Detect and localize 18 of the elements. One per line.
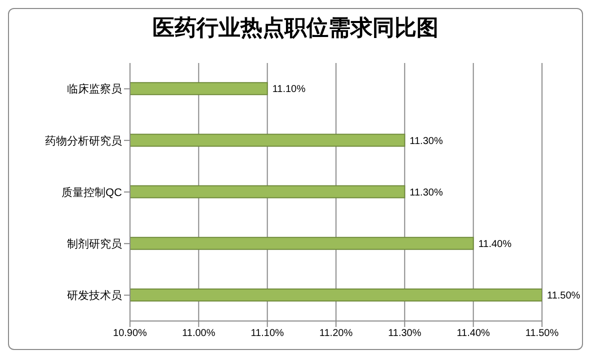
data-label: 11.10% xyxy=(272,84,306,96)
x-tick-label: 11.40% xyxy=(456,328,490,340)
x-tick-label: 11.50% xyxy=(525,328,559,340)
x-tick-label: 11.00% xyxy=(182,328,216,340)
data-label: 11.50% xyxy=(547,290,580,302)
data-label: 11.30% xyxy=(410,136,443,147)
x-tick-label: 11.10% xyxy=(250,328,284,340)
x-tick-label: 11.30% xyxy=(388,328,422,340)
y-tick-label: 临床监察员 xyxy=(67,82,122,96)
y-tick-label: 药物分析研究员 xyxy=(45,134,122,148)
x-tick-label: 10.90% xyxy=(113,328,148,340)
data-label: 11.40% xyxy=(478,238,512,250)
y-tick-label: 质量控制QC xyxy=(62,186,122,199)
chart-title: 医药行业热点职位需求同比图 xyxy=(152,14,440,43)
y-tick-label: 制剂研究员 xyxy=(67,238,122,251)
data-label: 11.30% xyxy=(410,187,443,198)
x-tick-label: 11.20% xyxy=(319,328,353,340)
y-tick-label: 研发技术员 xyxy=(67,289,122,302)
